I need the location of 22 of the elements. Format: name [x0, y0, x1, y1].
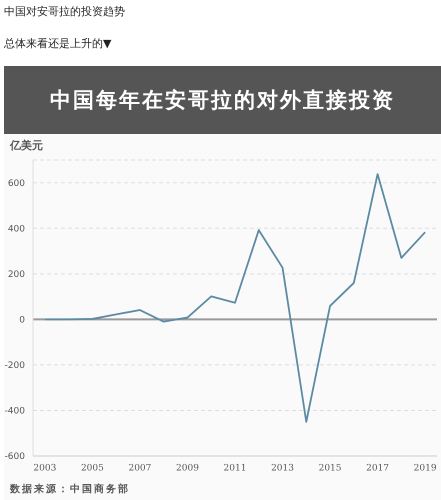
x-tick-label: 2011: [224, 463, 246, 474]
y-tick-label: -200: [4, 361, 26, 372]
x-tick-label: 2005: [80, 463, 104, 474]
x-tick-label: 2003: [33, 463, 57, 474]
x-tick-label: 2017: [366, 463, 390, 474]
y-tick-label: 400: [8, 224, 26, 235]
y-tick-label: -400: [4, 406, 26, 417]
y-tick-label: -600: [4, 452, 26, 462]
text: 总体来看还是上升的▼: [4, 36, 112, 51]
x-tick-label: 2019: [414, 463, 437, 474]
y-tick-label: 600: [8, 178, 26, 189]
text: 中国对安哥拉的投资趋势: [4, 4, 125, 19]
y-tick-label: 200: [8, 270, 26, 280]
y-tick-label: 0: [19, 316, 26, 326]
chart-title: 中国每年在安哥拉的对外直接投资: [4, 66, 441, 134]
x-tick-label: 2009: [176, 463, 200, 474]
line-series: [44, 173, 426, 423]
x-tick-label: 2013: [271, 463, 294, 474]
x-tick-label: 2007: [128, 463, 152, 474]
source-note: 数据来源：中国商务部: [10, 482, 130, 496]
y-axis-title: 亿美元: [10, 138, 43, 153]
x-tick-label: 2015: [318, 463, 342, 474]
